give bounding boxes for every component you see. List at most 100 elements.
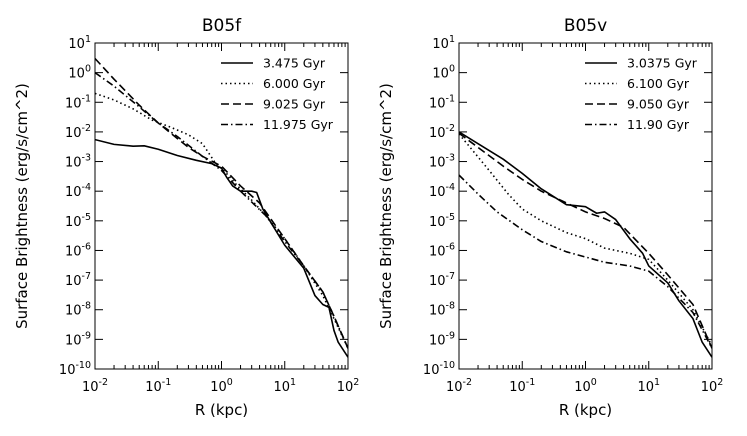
y-tick-base: 10: [65, 126, 82, 141]
y-tick-label: 100: [68, 64, 91, 82]
x-tick-exponent: 0: [591, 377, 597, 388]
x-tick-label: 100: [574, 377, 597, 395]
y-tick-exponent: -6: [446, 241, 455, 252]
y-tick-exponent: 0: [449, 64, 455, 75]
legend-label: 11.90 Gyr: [627, 117, 690, 132]
y-axis-label: Surface Brightness (erg/s/cm^2): [13, 83, 31, 329]
y-tick-base: 10: [65, 244, 82, 259]
y-tick-label: 10-4: [429, 182, 455, 200]
x-tick-label: 10-2: [82, 377, 108, 395]
x-tick-base: 10: [337, 380, 354, 395]
x-tick-label: 101: [273, 377, 296, 395]
y-tick-base: 10: [65, 96, 82, 111]
y-tick-exponent: -1: [82, 93, 91, 104]
y-tick-base: 10: [65, 185, 82, 200]
y-tick-exponent: -7: [82, 271, 91, 282]
y-tick-base: 10: [429, 244, 446, 259]
y-tick-base: 10: [429, 215, 446, 230]
chart-title: B05f: [202, 16, 242, 36]
x-axis-label: R (kpc): [195, 401, 248, 419]
y-tick-exponent: -2: [446, 123, 455, 134]
x-tick-label: 10-1: [509, 377, 535, 395]
y-tick-base: 10: [429, 126, 446, 141]
x-tick-base: 10: [446, 380, 463, 395]
y-tick-base: 10: [432, 37, 449, 52]
series-line: [459, 132, 712, 349]
series-line: [95, 71, 348, 349]
x-tick-exponent: 1: [290, 377, 296, 388]
y-tick-label: 10-4: [65, 182, 91, 200]
series-line: [459, 133, 712, 347]
legend-label: 11.975 Gyr: [263, 117, 334, 132]
y-tick-label: 10-6: [429, 241, 455, 259]
chart-panel-1: 10-2 10-1 100 101 10210-1010-910-810-710-610…: [13, 16, 359, 419]
y-tick-base: 10: [65, 304, 82, 319]
y-tick-exponent: -4: [446, 182, 455, 193]
y-tick-base: 10: [429, 304, 446, 319]
legend-label: 3.0375 Gyr: [627, 56, 698, 71]
y-tick-base: 10: [65, 274, 82, 289]
x-tick-base: 10: [637, 380, 654, 395]
x-tick-base: 10: [210, 380, 227, 395]
x-tick-exponent: -1: [162, 377, 171, 388]
y-tick-exponent: -6: [82, 241, 91, 252]
y-tick-exponent: -2: [82, 123, 91, 134]
series-line: [95, 138, 348, 358]
y-tick-exponent: -1: [446, 93, 455, 104]
y-tick-exponent: 1: [85, 34, 91, 45]
x-tick-exponent: 1: [654, 377, 660, 388]
y-tick-label: 10-8: [65, 301, 91, 319]
y-tick-label: 10-10: [423, 360, 455, 378]
legend-label: 3.475 Gyr: [263, 56, 326, 71]
y-tick-exponent: -7: [446, 271, 455, 282]
chart-panel-2: 10-2 10-1 100 101 10210-1010-910-810-710-610…: [377, 16, 723, 419]
y-tick-base: 10: [65, 156, 82, 171]
x-tick-label: 10-2: [446, 377, 472, 395]
y-tick-label: 10-8: [429, 301, 455, 319]
legend-label: 9.050 Gyr: [627, 97, 690, 112]
x-tick-base: 10: [145, 380, 162, 395]
y-tick-exponent: -9: [82, 330, 91, 341]
y-tick-exponent: -3: [446, 153, 455, 164]
x-tick-exponent: 2: [717, 377, 723, 388]
y-tick-label: 10-10: [59, 360, 91, 378]
plot-frame: [94, 42, 349, 370]
legend-label: 6.100 Gyr: [627, 76, 690, 91]
y-tick-label: 10-7: [429, 271, 455, 289]
x-axis-label: R (kpc): [559, 401, 612, 419]
y-tick-base: 10: [429, 333, 446, 348]
x-tick-base: 10: [82, 380, 99, 395]
y-tick-label: 10-5: [65, 212, 91, 230]
legend-label: 9.025 Gyr: [263, 97, 326, 112]
x-tick-exponent: -2: [99, 377, 108, 388]
y-tick-exponent: -3: [82, 153, 91, 164]
x-tick-base: 10: [273, 380, 290, 395]
y-tick-base: 10: [429, 185, 446, 200]
x-tick-label: 102: [701, 377, 724, 395]
y-tick-exponent: 1: [449, 34, 455, 45]
x-tick-base: 10: [509, 380, 526, 395]
y-tick-label: 10-7: [65, 271, 91, 289]
y-tick-base: 10: [429, 274, 446, 289]
y-tick-label: 101: [432, 34, 455, 52]
y-tick-exponent: -5: [446, 212, 455, 223]
x-tick-exponent: 2: [353, 377, 359, 388]
y-tick-label: 10-9: [65, 330, 91, 348]
x-tick-label: 100: [210, 377, 233, 395]
y-tick-label: 10-6: [65, 241, 91, 259]
y-tick-base: 10: [65, 333, 82, 348]
series-line: [459, 174, 712, 349]
y-tick-exponent: -5: [82, 212, 91, 223]
x-tick-base: 10: [701, 380, 718, 395]
y-tick-exponent: 0: [85, 64, 91, 75]
y-tick-exponent: -10: [439, 360, 455, 371]
chart-title: B05v: [564, 16, 607, 36]
y-tick-label: 10-9: [429, 330, 455, 348]
y-tick-base: 10: [65, 215, 82, 230]
y-tick-base: 10: [429, 156, 446, 171]
x-tick-base: 10: [574, 380, 591, 395]
x-tick-label: 102: [337, 377, 360, 395]
legend-label: 6.000 Gyr: [263, 76, 326, 91]
y-tick-base: 10: [423, 363, 440, 378]
